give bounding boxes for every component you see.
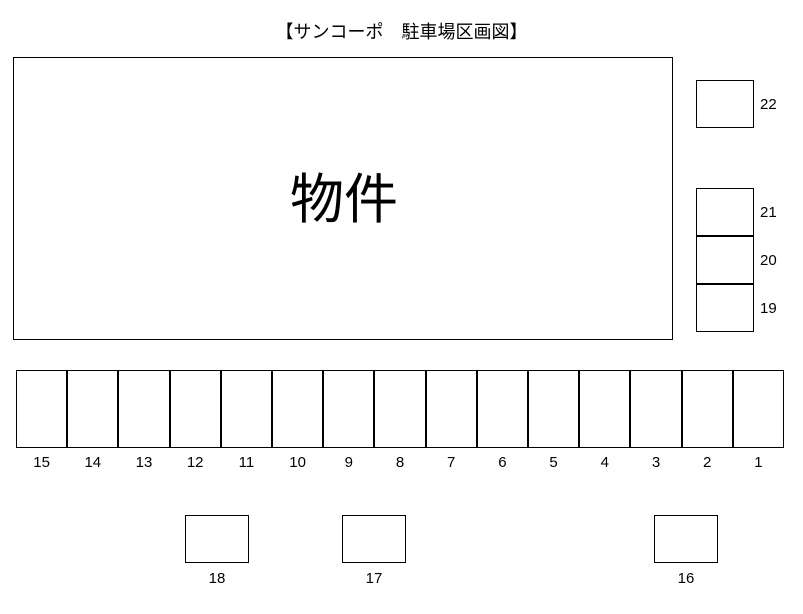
slot-label: 10 [272,454,323,471]
parking-slot [696,236,754,284]
parking-slot [696,284,754,332]
slot-label: 1 [733,454,784,471]
parking-slot [654,515,718,563]
slot-label: 11 [221,454,272,471]
parking-slot [696,80,754,128]
parking-slot [579,370,630,448]
parking-slot [733,370,784,448]
slot-label: 21 [760,204,777,221]
parking-diagram: 【サンコーポ 駐車場区画図】 物件 1514131211109876543212… [0,0,803,614]
parking-slot [342,515,406,563]
slot-label: 16 [654,570,718,587]
slot-label: 18 [185,570,249,587]
parking-slot [118,370,169,448]
parking-slot [16,370,67,448]
parking-slot [630,370,681,448]
slot-label: 17 [342,570,406,587]
parking-slot [221,370,272,448]
slot-label: 15 [16,454,67,471]
parking-slot [67,370,118,448]
slot-label: 13 [118,454,169,471]
parking-slot [374,370,425,448]
parking-slot [323,370,374,448]
slot-label: 2 [682,454,733,471]
parking-slot [185,515,249,563]
slot-label: 5 [528,454,579,471]
slot-label: 4 [579,454,630,471]
slot-label: 20 [760,252,777,269]
parking-slot [528,370,579,448]
slot-label: 6 [477,454,528,471]
parking-slot [696,188,754,236]
diagram-title: 【サンコーポ 駐車場区画図】 [0,18,803,44]
slot-label: 22 [760,96,777,113]
parking-slot [682,370,733,448]
slot-label: 19 [760,300,777,317]
parking-slot [272,370,323,448]
slot-label: 7 [426,454,477,471]
parking-slot [477,370,528,448]
parking-slot [426,370,477,448]
parking-slot [170,370,221,448]
building-label: 物件 [234,155,454,234]
slot-label: 12 [170,454,221,471]
slot-label: 14 [67,454,118,471]
slot-label: 8 [374,454,425,471]
slot-label: 3 [630,454,681,471]
slot-label: 9 [323,454,374,471]
